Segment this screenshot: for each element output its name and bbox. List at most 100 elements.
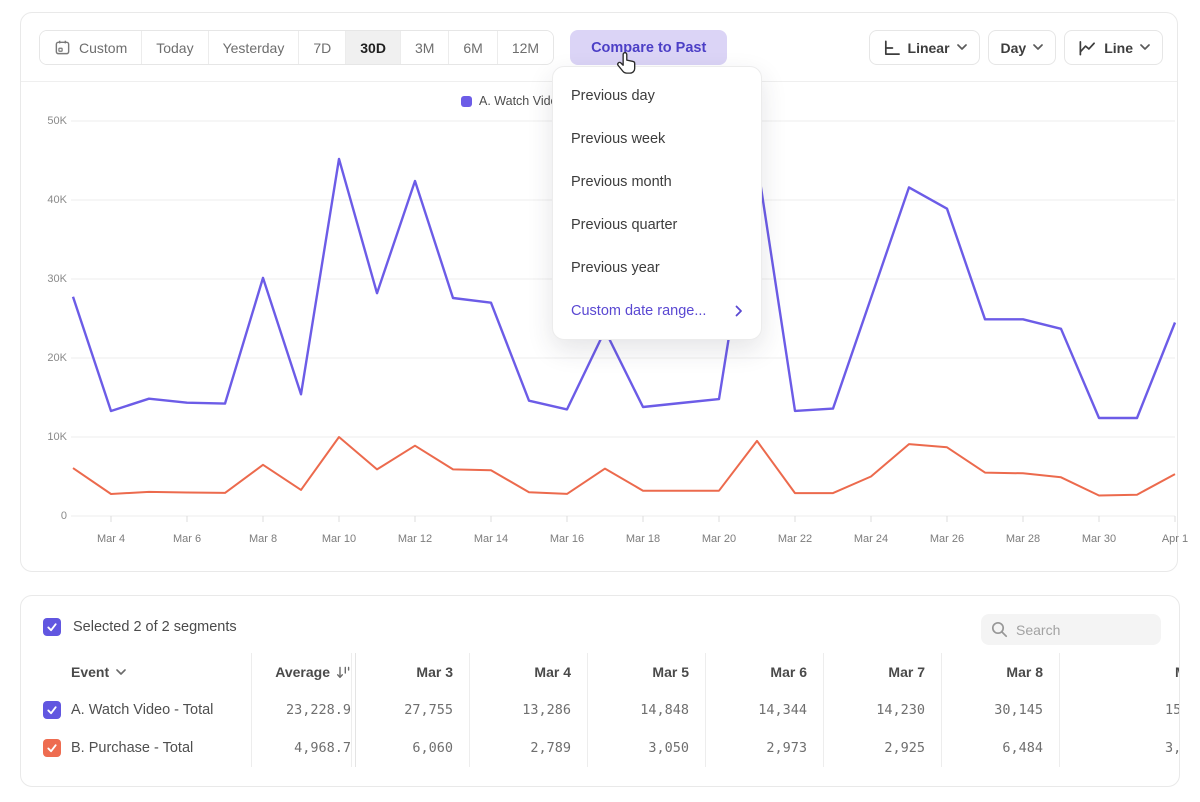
chevron-down-icon <box>1140 44 1150 50</box>
legend-item-watch-video[interactable]: A. Watch Video <box>461 94 564 108</box>
menu-item-custom-date-range[interactable]: Custom date range... <box>553 289 761 332</box>
event-cell: B. Purchase - Total <box>21 739 251 757</box>
segment-search <box>981 614 1161 645</box>
average-header-cell: Average <box>251 653 351 691</box>
value-text: 6,060 <box>412 740 453 756</box>
date-column-header: Mar 8 <box>941 653 1059 691</box>
range-button-label: Today <box>156 39 194 56</box>
sort-descending-icon <box>337 666 350 678</box>
date-value-cell: 14,848 <box>587 691 705 729</box>
range-button-30d[interactable]: 30D <box>345 31 400 64</box>
select-all-checkbox[interactable] <box>43 618 61 636</box>
segments-card: Selected 2 of 2 segments Event Average <box>20 595 1180 787</box>
event-header[interactable]: Event <box>71 664 251 680</box>
row-checkbox[interactable] <box>43 701 61 719</box>
range-button-label: 7D <box>313 39 332 56</box>
range-button-7d[interactable]: 7D <box>298 31 346 64</box>
x-axis-label: Mar 24 <box>853 533 889 545</box>
date-column-header: M <box>1059 653 1179 691</box>
frozen-column-divider <box>355 653 356 767</box>
search-input[interactable] <box>1016 621 1146 638</box>
compare-to-past-button[interactable]: Compare to Past <box>570 30 728 65</box>
date-value-cell: 6,484 <box>941 729 1059 767</box>
range-button-yesterday[interactable]: Yesterday <box>207 31 299 64</box>
event-header-label: Event <box>71 664 110 680</box>
event-header-cell: Event <box>21 664 251 680</box>
x-axis-label: Mar 30 <box>1081 533 1117 545</box>
average-header-label: Average <box>275 664 330 680</box>
line-chart-icon <box>1079 40 1096 55</box>
segments-table: Event Average Mar 3 Mar <box>21 653 1180 767</box>
value-text: 14,344 <box>758 702 807 718</box>
event-label: A. Watch Video - Total <box>71 702 214 718</box>
chart-type-select-button[interactable]: Line <box>1064 30 1163 65</box>
value-text: 3,050 <box>648 740 689 756</box>
date-column-header: Mar 7 <box>823 653 941 691</box>
x-axis-label: Mar 22 <box>777 533 813 545</box>
chevron-down-icon <box>956 44 967 50</box>
range-button-3m[interactable]: 3M <box>399 31 449 64</box>
value-text: 27,755 <box>404 702 453 718</box>
x-axis-label: Mar 16 <box>549 533 585 545</box>
table-row-watch-video: A. Watch Video - Total 23,228.9 27,755 13… <box>21 691 1179 729</box>
x-axis-label: Mar 20 <box>701 533 737 545</box>
x-axis-label: Mar 8 <box>248 533 278 545</box>
value-text: 3, <box>1165 740 1180 756</box>
value-text: 14,230 <box>876 702 925 718</box>
range-button-custom[interactable]: Custom <box>40 31 142 64</box>
compare-to-past-menu: Previous day Previous week Previous mont… <box>552 66 762 340</box>
x-axis-label: Mar 10 <box>321 533 357 545</box>
value-text: 2,925 <box>884 740 925 756</box>
legend-swatch <box>461 95 472 107</box>
date-column-header: Mar 4 <box>469 653 587 691</box>
menu-item-previous-year[interactable]: Previous year <box>571 259 660 276</box>
menu-item-label: Custom date range... <box>571 302 707 319</box>
segments-header: Selected 2 of 2 segments <box>43 618 237 636</box>
range-button-6m[interactable]: 6M <box>448 31 497 64</box>
x-axis-label: Mar 18 <box>625 533 661 545</box>
range-button-label: 30D <box>360 39 386 56</box>
scale-select-button[interactable]: Linear <box>868 30 980 65</box>
date-value-cell: 3, <box>1059 729 1180 767</box>
value-text: 2,789 <box>530 740 571 756</box>
y-axis-label: 0 <box>60 510 67 522</box>
y-axis-label: 20K <box>47 352 67 364</box>
date-value-cell: 6,060 <box>351 729 469 767</box>
average-sort-header[interactable]: Average <box>275 664 351 680</box>
menu-item-previous-week[interactable]: Previous week <box>571 130 666 147</box>
x-axis-label: Mar 4 <box>96 533 126 545</box>
checkbox-check-icon <box>47 706 57 715</box>
date-value-cell: 15, <box>1059 691 1179 729</box>
table-header-row: Event Average Mar 3 Mar <box>21 653 1179 691</box>
calendar-icon <box>55 40 70 55</box>
average-value-cell: 23,228.9 <box>251 691 351 729</box>
date-value-cell: 27,755 <box>351 691 469 729</box>
x-axis-label: Mar 12 <box>397 533 433 545</box>
date-value-cell: 2,973 <box>705 729 823 767</box>
event-label: B. Purchase - Total <box>71 740 194 756</box>
date-value-cell: 2,925 <box>823 729 941 767</box>
row-checkbox[interactable] <box>43 739 61 757</box>
menu-item-previous-day[interactable]: Previous day <box>571 87 655 104</box>
y-axis-label: 50K <box>47 115 67 127</box>
range-button-today[interactable]: Today <box>141 31 208 64</box>
menu-item-previous-quarter[interactable]: Previous quarter <box>571 216 678 233</box>
chevron-right-icon <box>735 305 742 316</box>
chevron-down-icon <box>116 668 126 675</box>
range-button-label: Yesterday <box>222 39 285 56</box>
chart-type-select-label: Line <box>1104 39 1133 56</box>
value-text: 2,973 <box>766 740 807 756</box>
interval-select-button[interactable]: Day <box>987 30 1057 65</box>
linear-scale-icon <box>884 40 900 55</box>
menu-item-previous-month[interactable]: Previous month <box>571 173 672 190</box>
date-value-cell: 13,286 <box>469 691 587 729</box>
value-text: 15, <box>1165 702 1179 718</box>
x-axis-label: Mar 28 <box>1005 533 1041 545</box>
event-cell: A. Watch Video - Total <box>21 701 251 719</box>
range-button-12m[interactable]: 12M <box>496 31 554 64</box>
date-range-group: Custom Today Yesterday 7D 30D 3M 6M 12M <box>39 30 555 65</box>
table-row-purchase: B. Purchase - Total 4,968.7 6,060 2,789 3,… <box>21 729 1180 767</box>
range-button-label: Custom <box>79 39 128 56</box>
segments-selected-label: Selected 2 of 2 segments <box>73 619 237 635</box>
y-axis-label: 10K <box>47 431 67 443</box>
